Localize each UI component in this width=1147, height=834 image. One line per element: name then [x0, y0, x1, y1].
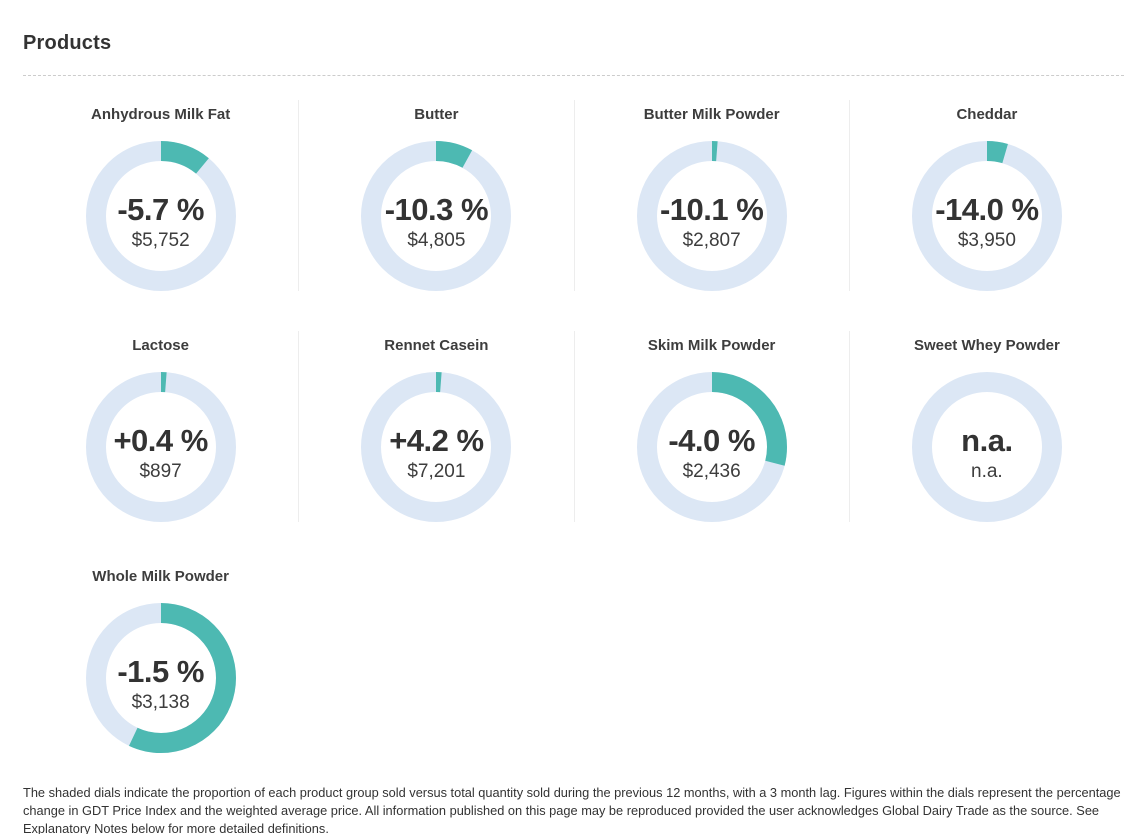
dial-text: n.a. n.a.	[912, 372, 1062, 522]
product-card-rennet-casein: Rennet Casein +4.2 % $7,201	[298, 331, 573, 522]
product-card-butter-milk-powder: Butter Milk Powder -10.1 % $2,807	[573, 100, 849, 291]
product-name: Butter Milk Powder	[643, 106, 780, 123]
product-dials-grid: Anhydrous Milk Fat -5.7 % $5,752 Butter	[23, 100, 1124, 753]
product-card-butter: Butter -10.3 % $4,805	[298, 100, 573, 291]
dial-ring-chart	[361, 141, 512, 291]
dial-text: +0.4 % $897	[86, 372, 236, 522]
weighted-average-price: $3,138	[131, 692, 190, 714]
dial-ring-chart	[636, 141, 787, 291]
price-change-percent: n.a.	[961, 422, 1013, 458]
dial-ring-chart	[636, 372, 787, 522]
dial-text: -14.0 % $3,950	[912, 141, 1062, 291]
weighted-average-price: $3,950	[957, 230, 1016, 252]
dial-text: -10.3 % $4,805	[361, 141, 511, 291]
product-name: Skim Milk Powder	[647, 337, 776, 354]
price-change-percent: -4.0 %	[668, 422, 755, 458]
weighted-average-price: $5,752	[131, 230, 190, 252]
weighted-average-price: $897	[139, 461, 182, 483]
dial-text: -5.7 % $5,752	[86, 141, 236, 291]
dial-ring-chart	[911, 372, 1062, 522]
dial-ring-chart	[85, 141, 236, 291]
product-name: Anhydrous Milk Fat	[91, 106, 231, 123]
product-card-whole-milk-powder: Whole Milk Powder -1.5 % $3,138	[23, 562, 298, 753]
explanatory-footnote: The shaded dials indicate the proportion…	[23, 785, 1121, 834]
product-dial: -1.5 % $3,138	[85, 603, 236, 753]
price-change-percent: -10.3 %	[384, 191, 489, 227]
dial-ring-chart	[85, 603, 236, 753]
price-change-percent: +4.2 %	[389, 422, 484, 458]
price-change-percent: -14.0 %	[935, 191, 1039, 227]
product-name: Butter	[414, 106, 459, 123]
title-divider	[23, 75, 1124, 76]
product-card-anhydrous-milk-fat: Anhydrous Milk Fat -5.7 % $5,752	[23, 100, 298, 291]
product-name: Whole Milk Powder	[92, 568, 229, 585]
price-change-percent: -10.1 %	[659, 191, 764, 227]
product-name: Rennet Casein	[384, 337, 489, 354]
dial-text: -1.5 % $3,138	[86, 603, 236, 753]
price-change-percent: +0.4 %	[113, 422, 208, 458]
product-dial: +0.4 % $897	[85, 372, 236, 522]
price-change-percent: -5.7 %	[117, 191, 204, 227]
product-dial: -4.0 % $2,436	[636, 372, 787, 522]
dial-text: -10.1 % $2,807	[637, 141, 787, 291]
weighted-average-price: $2,807	[682, 230, 741, 252]
dial-ring-chart	[361, 372, 512, 522]
product-dial: -14.0 % $3,950	[911, 141, 1062, 291]
product-dial: +4.2 % $7,201	[361, 372, 512, 522]
weighted-average-price: $4,805	[407, 230, 466, 252]
product-card-lactose: Lactose +0.4 % $897	[23, 331, 298, 522]
product-card-sweet-whey-powder: Sweet Whey Powder n.a. n.a.	[848, 331, 1124, 522]
product-card-skim-milk-powder: Skim Milk Powder -4.0 % $2,436	[573, 331, 849, 522]
product-name: Sweet Whey Powder	[913, 337, 1060, 354]
dial-text: -4.0 % $2,436	[637, 372, 787, 522]
dial-ring-chart	[85, 372, 236, 522]
page-title: Products	[23, 32, 112, 54]
dial-ring-chart	[911, 141, 1062, 291]
weighted-average-price: $2,436	[682, 461, 741, 483]
product-card-cheddar: Cheddar -14.0 % $3,950	[848, 100, 1124, 291]
product-dial: n.a. n.a.	[911, 372, 1062, 522]
product-dial: -10.3 % $4,805	[361, 141, 512, 291]
dial-text: +4.2 % $7,201	[361, 372, 511, 522]
product-dial: -5.7 % $5,752	[85, 141, 236, 291]
product-name: Cheddar	[956, 106, 1018, 123]
product-dial: -10.1 % $2,807	[636, 141, 787, 291]
weighted-average-price: n.a.	[971, 461, 1003, 483]
product-name: Lactose	[132, 337, 189, 354]
price-change-percent: -1.5 %	[117, 653, 204, 689]
weighted-average-price: $7,201	[407, 461, 466, 483]
